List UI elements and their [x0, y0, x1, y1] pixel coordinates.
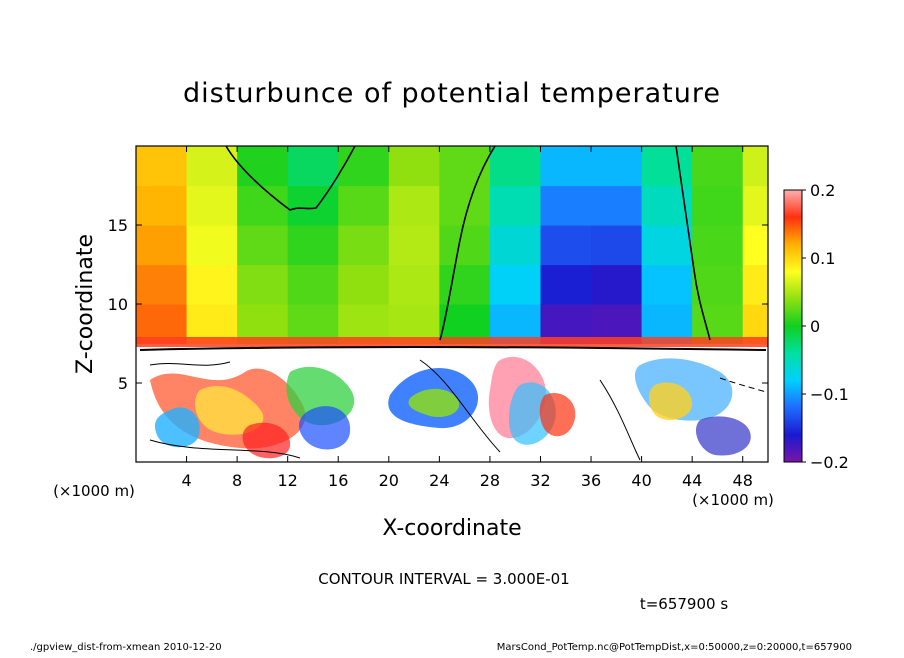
lower-turbulent-blobs	[150, 356, 751, 459]
heatmap-cell	[540, 185, 592, 226]
chart-title: disturbunce of potential temperature	[183, 78, 721, 109]
heatmap-cell	[136, 146, 188, 187]
x-ticks: 4 8 12 16 20 24 28 32 36 40 44 48	[181, 146, 753, 490]
x-axis-label: X-coordinate	[382, 516, 521, 541]
heatmap-cell	[186, 225, 238, 266]
contour-lines	[139, 146, 767, 461]
y-unit-label: (×1000 m)	[53, 482, 135, 500]
heatmap-cell	[388, 146, 440, 187]
heatmap-cell	[388, 264, 440, 305]
heatmap-cell	[641, 225, 693, 266]
heatmap-cell	[742, 264, 768, 305]
heatmap-cell	[186, 264, 238, 305]
heatmap-cell	[591, 146, 643, 187]
heatmap-cell	[287, 146, 339, 187]
heatmap-cell	[287, 225, 339, 266]
y-axis-label: Z-coordinate	[73, 234, 98, 374]
colorbar-tick-label: 0.1	[810, 249, 835, 268]
colorbar-tick-label: −0.2	[810, 453, 849, 472]
heatmap-cell	[287, 185, 339, 226]
footer-left: ./gpview_dist-from-xmean 2010-12-20	[30, 642, 222, 653]
heatmap-cell	[388, 225, 440, 266]
heatmap-cell	[591, 225, 643, 266]
time-label: t=657900 s	[640, 595, 728, 613]
heatmap-cell	[489, 185, 542, 226]
x-tick-label: 16	[328, 471, 348, 490]
heatmap-cell	[692, 264, 744, 305]
heatmap-cell	[439, 264, 491, 305]
x-tick-label: 20	[379, 471, 399, 490]
heatmap-cell	[237, 146, 289, 187]
footer-right: MarsCond_PotTemp.nc@PotTempDist,x=0:5000…	[497, 642, 852, 653]
heatmap-cell	[136, 225, 188, 266]
heatmap-cell	[540, 146, 592, 187]
plot-area	[136, 146, 768, 462]
x-tick-label: 40	[631, 471, 651, 490]
colorbar: 0.2 0.1 0 −0.1 −0.2	[783, 181, 849, 472]
heatmap-cell	[136, 264, 188, 305]
heatmap-cell	[237, 185, 289, 226]
x-tick-label: 44	[682, 471, 702, 490]
heatmap-cell	[439, 146, 491, 187]
x-tick-label: 32	[530, 471, 550, 490]
heatmap-cell	[186, 185, 238, 226]
heatmap-cell	[742, 146, 768, 187]
x-tick-label: 36	[581, 471, 601, 490]
heatmap-cell	[489, 264, 542, 305]
heatmap-cell	[489, 225, 542, 266]
heatmap-cell	[388, 185, 440, 226]
colorbar-ticks: 0.2 0.1 0 −0.1 −0.2	[802, 181, 849, 472]
x-tick-label: 48	[733, 471, 753, 490]
heatmap-cell	[338, 264, 390, 305]
heatmap-cell	[237, 225, 289, 266]
x-tick-label: 4	[181, 471, 191, 490]
heatmap-cell	[742, 185, 768, 226]
heatmap-cell	[692, 146, 744, 187]
heatmap-cell	[136, 185, 188, 226]
heatmap-cell	[591, 264, 643, 305]
x-unit-label: (×1000 m)	[692, 491, 774, 509]
colorbar-gradient	[783, 189, 803, 463]
heatmap-cell	[287, 264, 339, 305]
y-tick-label: 15	[108, 216, 128, 235]
x-tick-label: 12	[278, 471, 298, 490]
boundary-layer-warm-band	[136, 337, 768, 347]
y-tick-label: 5	[118, 374, 128, 393]
x-tick-label: 28	[480, 471, 500, 490]
heatmap-cell	[591, 185, 643, 226]
upper-field-cells	[136, 146, 768, 345]
heatmap-cell	[742, 225, 768, 266]
heatmap-cell	[540, 264, 592, 305]
heatmap-cell	[439, 225, 491, 266]
y-ticks: 5 10 15	[108, 216, 768, 393]
colorbar-tick-label: −0.1	[810, 385, 849, 404]
colorbar-tick-label: 0.2	[810, 181, 835, 200]
x-tick-label: 24	[429, 471, 449, 490]
contour-interval-label: CONTOUR INTERVAL = 3.000E-01	[318, 570, 569, 588]
y-tick-label: 10	[108, 295, 128, 314]
heatmap-cell	[692, 185, 744, 226]
heatmap-cell	[692, 225, 744, 266]
heatmap-cell	[186, 146, 238, 187]
colorbar-tick-label: 0	[810, 317, 820, 336]
heatmap-cell	[641, 264, 693, 305]
heatmap-cell	[338, 225, 390, 266]
x-tick-label: 8	[232, 471, 242, 490]
heatmap-cell	[641, 146, 693, 187]
heatmap-cell	[338, 185, 390, 226]
heatmap-cell	[540, 225, 592, 266]
heatmap-cell	[338, 146, 390, 187]
heatmap-cell	[489, 146, 542, 187]
heatmap-cell	[237, 264, 289, 305]
